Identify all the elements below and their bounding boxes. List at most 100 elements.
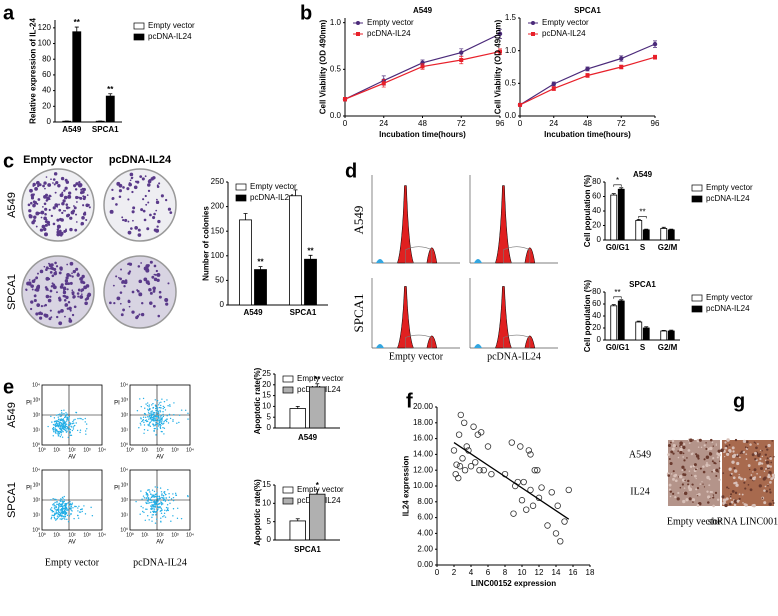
cell-dot — [58, 509, 59, 510]
cell-dot — [148, 498, 149, 499]
colony — [140, 262, 142, 264]
colony — [37, 198, 40, 201]
cell-dot — [160, 487, 161, 488]
cell-dot — [66, 428, 67, 429]
colony — [157, 315, 160, 318]
cell-dot — [59, 516, 60, 517]
cell-dot — [159, 407, 160, 408]
y-tick-label: 1.0 — [505, 46, 517, 55]
x-tick-label: 12 — [535, 568, 544, 577]
ihc-cell — [760, 467, 763, 470]
ihc-cell — [668, 444, 671, 447]
x-tick-label: S — [640, 343, 646, 352]
flow-axis-label: PI — [114, 401, 120, 407]
col-label: shRNA LINC00152 — [708, 516, 778, 527]
bar — [611, 195, 617, 240]
colony — [50, 290, 53, 293]
ihc-cell — [729, 468, 732, 471]
cell-dot — [50, 499, 51, 500]
colony — [58, 203, 60, 205]
ihc-cell — [715, 469, 718, 472]
cell-dot — [61, 516, 62, 517]
cell-dot — [56, 510, 57, 511]
significance: ** — [74, 18, 81, 27]
bar — [309, 387, 325, 428]
cell-dot — [144, 497, 145, 498]
cell-dot — [161, 398, 162, 399]
cell-dot — [69, 515, 70, 516]
panel-letter: g — [733, 390, 745, 412]
ihc-cell — [677, 450, 679, 452]
cell-dot — [63, 508, 64, 509]
cell-dot — [163, 497, 164, 498]
marker — [459, 58, 463, 62]
cell-dot — [142, 420, 143, 421]
ihc-cell — [697, 457, 699, 459]
y-tick-label: 100 — [38, 39, 52, 48]
colony — [75, 268, 78, 271]
ihc-cell — [670, 496, 672, 498]
cell-dot — [151, 504, 152, 505]
ihc-cell — [744, 503, 747, 506]
x-tick-label: 10 — [518, 568, 527, 577]
ihc-cell — [671, 473, 673, 475]
colony — [43, 305, 45, 307]
ihc-cell — [723, 499, 726, 502]
cell-dot — [68, 506, 69, 507]
cell-dot — [64, 505, 65, 506]
colony — [33, 216, 36, 219]
colony — [83, 197, 86, 200]
cell-dot — [158, 413, 159, 414]
colony — [138, 233, 142, 237]
cell-dot — [65, 430, 66, 431]
legend-label: Empty vector — [297, 485, 344, 494]
cell-dot — [161, 431, 162, 432]
cell-dot — [165, 420, 166, 421]
ihc-cell — [706, 456, 709, 459]
colony — [121, 282, 123, 284]
bar — [643, 230, 649, 240]
ihc-cell — [692, 498, 695, 501]
cell-dot — [167, 507, 168, 508]
y-tick-label: 200 — [211, 202, 225, 211]
y-tick-label: 20 — [592, 221, 601, 230]
flow-tick: 10³ — [171, 532, 179, 538]
cell-dot — [64, 511, 65, 512]
ihc-cell — [682, 483, 684, 485]
significance: ** — [307, 246, 314, 255]
ihc-cell — [679, 448, 683, 452]
y-axis-label: Cell Viability (OD 490nm) — [494, 19, 503, 114]
ihc-cell — [691, 475, 692, 476]
y-tick-label: 25 — [262, 369, 271, 378]
cell-dot — [86, 423, 87, 424]
ihc-cell — [767, 464, 770, 467]
colony — [65, 303, 69, 307]
cell-dot — [62, 511, 63, 512]
marker — [619, 56, 623, 60]
colony — [40, 312, 43, 315]
cell-dot — [69, 508, 70, 509]
ihc-cell — [735, 492, 737, 494]
cell-dot — [169, 404, 170, 405]
cell-dot — [61, 515, 62, 516]
cell-dot — [50, 509, 51, 510]
cell-dot — [152, 514, 153, 515]
ihc-cell — [675, 479, 678, 482]
ihc-cell — [707, 501, 710, 504]
colony — [76, 221, 78, 223]
ihc-cell — [717, 499, 719, 501]
flow-tick: 10¹ — [121, 427, 129, 433]
flow-tick: 10² — [156, 447, 164, 453]
ihc-cell — [729, 450, 732, 453]
cell-dot — [155, 514, 156, 515]
colony — [154, 265, 157, 268]
cell-dot — [85, 513, 86, 514]
cell-dot — [69, 416, 70, 417]
cell-dot — [154, 501, 155, 502]
flow-tick: 10³ — [33, 482, 41, 488]
cell-dot — [82, 511, 83, 512]
colony — [141, 313, 144, 316]
cell-dot — [162, 414, 163, 415]
colony — [158, 182, 160, 184]
colony — [79, 295, 83, 299]
